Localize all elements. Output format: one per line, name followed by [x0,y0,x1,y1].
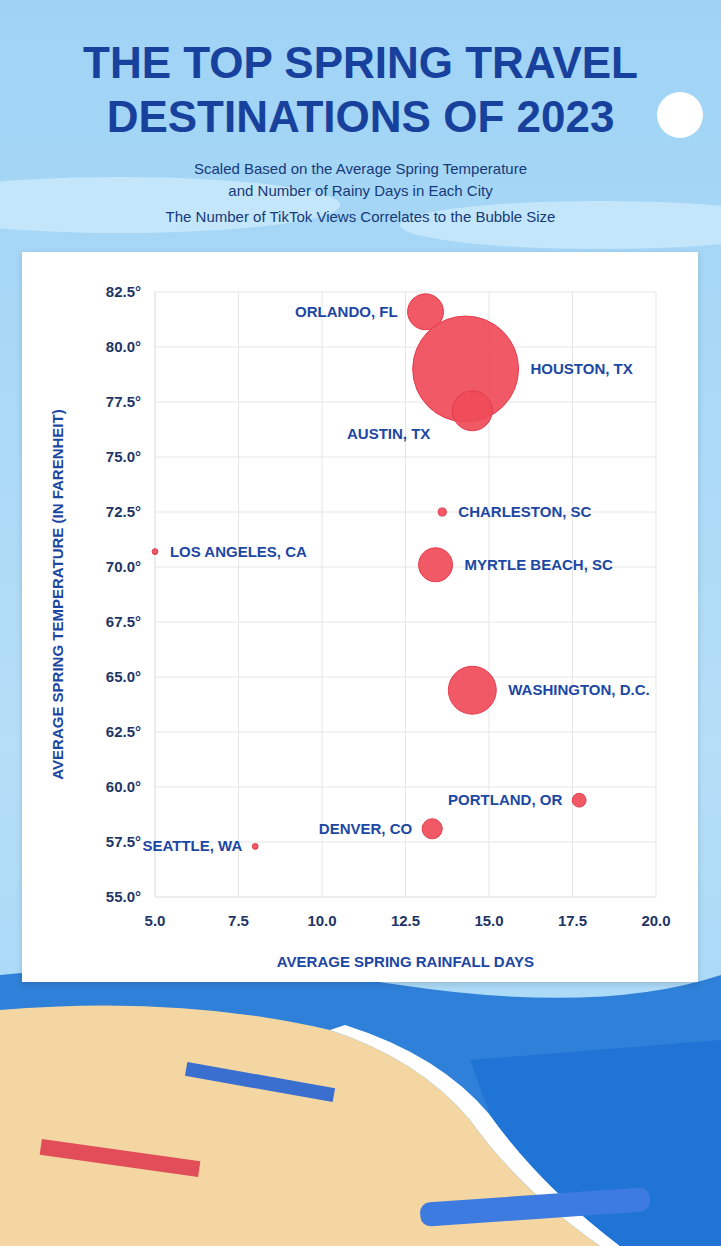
svg-text:77.5°: 77.5° [106,393,141,410]
svg-text:72.5°: 72.5° [106,503,141,520]
svg-text:75.0°: 75.0° [106,448,141,465]
svg-text:HOUSTON, TX: HOUSTON, TX [531,360,633,377]
svg-text:80.0°: 80.0° [106,338,141,355]
svg-text:65.0°: 65.0° [106,668,141,685]
html-text:Scaled Based on the Average Sp: Scaled Based on the Average Spring Tempe… [194,160,527,177]
svg-text:57.5°: 57.5° [106,833,141,850]
svg-text:10.0: 10.0 [307,912,336,929]
svg-text:17.5: 17.5 [558,912,587,929]
svg-text:DENVER, CO: DENVER, CO [319,820,413,837]
svg-text:20.0: 20.0 [641,912,670,929]
svg-text:LOS ANGELES, CA: LOS ANGELES, CA [170,543,307,560]
svg-text:AVERAGE SPRING RAINFALL DAYS: AVERAGE SPRING RAINFALL DAYS [277,953,534,970]
svg-text:62.5°: 62.5° [106,723,141,740]
svg-text:CHARLESTON, SC: CHARLESTON, SC [458,503,591,520]
svg-text:WASHINGTON, D.C.: WASHINGTON, D.C. [508,681,649,698]
svg-text:67.5°: 67.5° [106,613,141,630]
svg-text:PORTLAND, OR: PORTLAND, OR [448,791,562,808]
svg-text:5.0: 5.0 [145,912,166,929]
svg-text:70.0°: 70.0° [106,558,141,575]
html-text:The Number of TikTok Views Cor: The Number of TikTok Views Correlates to… [165,208,556,225]
svg-text:AUSTIN, TX: AUSTIN, TX [347,425,430,442]
svg-text:12.5: 12.5 [391,912,420,929]
svg-text:55.0°: 55.0° [106,888,141,905]
svg-text:SEATTLE, WA: SEATTLE, WA [143,837,243,854]
svg-text:82.5°: 82.5° [106,283,141,300]
svg-text:15.0: 15.0 [474,912,503,929]
svg-text:60.0°: 60.0° [106,778,141,795]
svg-text:ORLANDO, FL: ORLANDO, FL [295,303,398,320]
html-text:THE TOP SPRING TRAVEL DESTINAT: THE TOP SPRING TRAVEL DESTINATIONS OF 20… [83,38,638,141]
svg-text:7.5: 7.5 [228,912,249,929]
html-text:and Number of Rainy Days in Ea: and Number of Rainy Days in Each City [228,182,493,199]
svg-text:AVERAGE SPRING TEMPERATURE (IN: AVERAGE SPRING TEMPERATURE (IN FARENHEIT… [49,409,66,779]
svg-text:MYRTLE BEACH, SC: MYRTLE BEACH, SC [465,556,614,573]
